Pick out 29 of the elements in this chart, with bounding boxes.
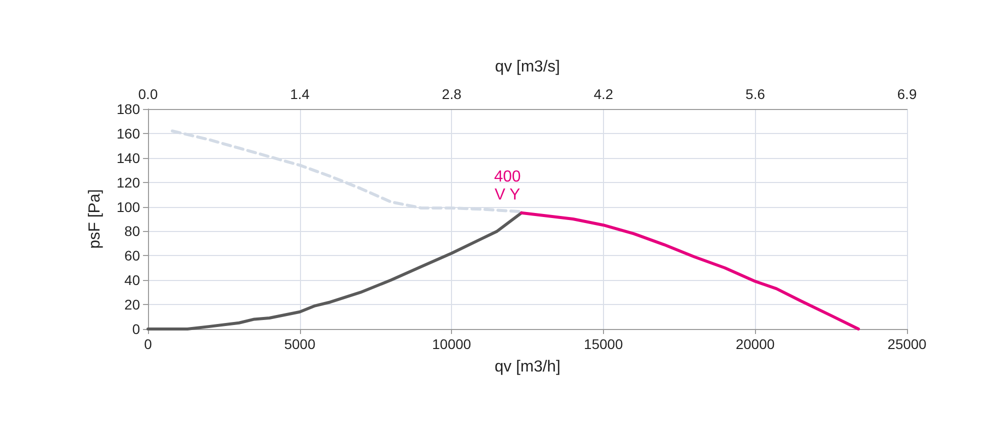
x-axis-title: qv [m3/h] bbox=[494, 358, 560, 376]
y-axis-title: psF [Pa] bbox=[86, 189, 104, 249]
y-tick-label: 0 bbox=[132, 321, 140, 337]
x2-tick-label: 0.0 bbox=[138, 86, 158, 102]
annotation: 400 bbox=[494, 168, 521, 186]
x2-tick-label: 6.9 bbox=[897, 86, 917, 102]
y-tick-label: 40 bbox=[124, 272, 140, 288]
x-tick-label: 0 bbox=[144, 336, 152, 352]
x2-tick-label: 1.4 bbox=[290, 86, 310, 102]
y-tick-label: 20 bbox=[124, 296, 140, 313]
x-tick-label: 20000 bbox=[736, 336, 775, 352]
x-tick-label: 10000 bbox=[432, 336, 472, 352]
annotation: V Y bbox=[494, 186, 521, 204]
x2-axis-title: qv [m3/s] bbox=[495, 58, 560, 76]
x-tick-label: 25000 bbox=[888, 336, 927, 352]
line-series bbox=[520, 211, 860, 330]
y-tick-label: 120 bbox=[116, 174, 140, 190]
y-tick-label: 60 bbox=[124, 248, 140, 264]
y-tick-label: 140 bbox=[116, 150, 140, 166]
x2-tick-label: 5.6 bbox=[746, 86, 766, 102]
x-tick-label: 15000 bbox=[584, 336, 624, 352]
y-tick-label: 180 bbox=[116, 101, 140, 117]
x-tick-label: 5000 bbox=[284, 336, 316, 352]
y-tick-label: 80 bbox=[124, 223, 140, 240]
x2-tick-label: 2.8 bbox=[442, 86, 462, 102]
y-tick-label: 160 bbox=[116, 125, 140, 142]
y-tick-label: 100 bbox=[116, 198, 140, 215]
x2-tick-label: 4.2 bbox=[594, 86, 614, 102]
line-series bbox=[146, 211, 523, 330]
